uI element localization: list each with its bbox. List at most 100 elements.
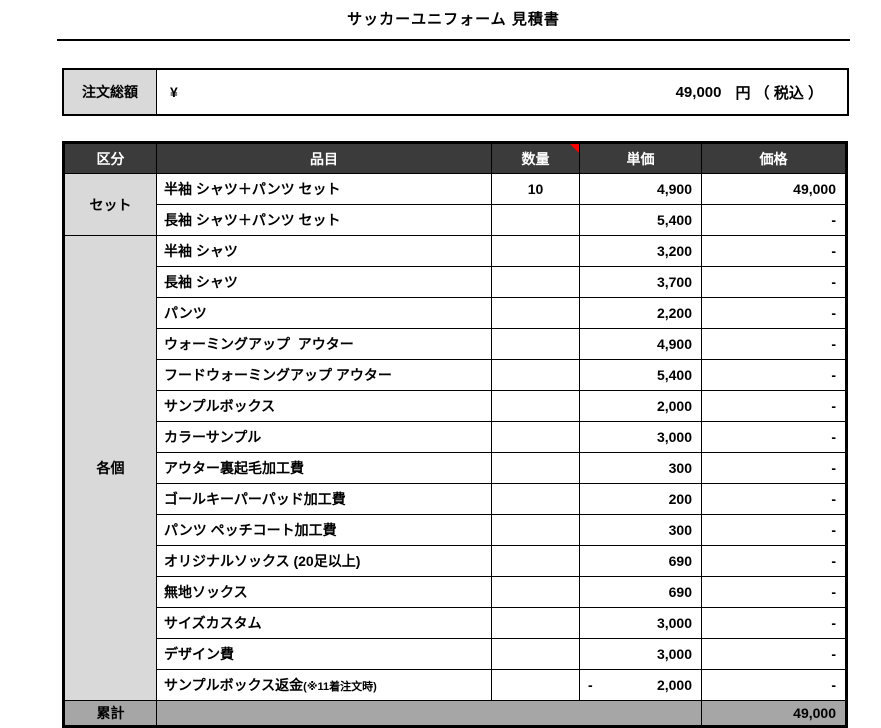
table-row: オリジナルソックス (20足以上) 690 -: [64, 545, 847, 577]
price-cell: -: [701, 235, 847, 267]
unit-price-cell: 2,000: [579, 390, 702, 422]
qty-cell: [491, 545, 580, 577]
table-row: サンプルボックス返金(※11着注文時) - 2,000 -: [64, 669, 847, 701]
price-cell: -: [701, 545, 847, 577]
price-cell: 49,000: [701, 173, 847, 205]
table-row: サイズカスタム 3,000 -: [64, 607, 847, 639]
quotation-document: サッカーユニフォーム 見積書 注文総額 ¥ 49,000 円 （ 税込 ） 区分…: [57, 0, 850, 728]
unit-price-cell: 3,000: [579, 421, 702, 453]
qty-cell: [491, 421, 580, 453]
header-qty: 数量: [491, 142, 580, 174]
qty-cell: [491, 514, 580, 546]
unit-price-cell: 690: [579, 576, 702, 608]
order-total-amount: 49,000: [675, 83, 722, 101]
price-cell: -: [701, 359, 847, 391]
category-cell-set: セット: [63, 173, 157, 236]
qty-cell: [491, 576, 580, 608]
qty-cell: [491, 390, 580, 422]
qty-cell: [491, 669, 580, 701]
item-cell: カラーサンプル: [156, 421, 492, 453]
table-row: 各個 半袖 シャツ 3,200 -: [63, 235, 847, 701]
table-row: 長袖 シャツ＋パンツ セット 5,400 -: [64, 204, 847, 236]
unit-price-cell: 3,700: [579, 266, 702, 298]
unit-price-cell: 5,400: [579, 359, 702, 391]
category-cell-individual: 各個: [63, 235, 157, 701]
table-row: ゴールキーパーパッド加工費 200 -: [64, 483, 847, 515]
item-cell: パンツ ペッチコート加工費: [156, 514, 492, 546]
qty-cell: [491, 266, 580, 298]
negative-amount: - 2,000: [581, 677, 692, 693]
unit-price-cell: 300: [579, 452, 702, 484]
item-cell: 半袖 シャツ＋パンツ セット: [156, 173, 492, 205]
price-cell: -: [701, 514, 847, 546]
item-cell: フードウォーミングアップ アウター: [156, 359, 492, 391]
qty-cell: [491, 452, 580, 484]
qty-cell: [491, 607, 580, 639]
item-cell: アウター裏起毛加工費: [156, 452, 492, 484]
header-qty-label: 数量: [521, 150, 550, 167]
item-cell: ウォーミングアップ アウター: [156, 328, 492, 360]
unit-price-cell: 3,200: [579, 235, 702, 267]
page-title: サッカーユニフォーム 見積書: [347, 11, 560, 28]
price-cell: -: [701, 483, 847, 515]
order-total-box: 注文総額 ¥ 49,000 円 （ 税込 ）: [62, 68, 849, 116]
item-cell: ゴールキーパーパッド加工費: [156, 483, 492, 515]
qty-cell: [491, 204, 580, 236]
unit-price-cell: 300: [579, 514, 702, 546]
qty-cell: [491, 235, 580, 267]
order-total-unit: 円 （ 税込 ）: [735, 84, 823, 102]
item-cell: 半袖 シャツ: [156, 235, 492, 267]
unit-price-cell: 3,000: [579, 638, 702, 670]
item-cell: 長袖 シャツ＋パンツ セット: [156, 204, 492, 236]
qty-cell: [491, 638, 580, 670]
unit-price-cell: - 2,000: [579, 669, 702, 701]
item-cell: 長袖 シャツ: [156, 266, 492, 298]
item-cell: サンプルボックス: [156, 390, 492, 422]
minus-sign: -: [588, 677, 593, 693]
header-item: 品目: [156, 142, 492, 174]
item-cell: デザイン費: [156, 638, 492, 670]
price-cell: -: [701, 576, 847, 608]
table-row: パンツ 2,200 -: [64, 297, 847, 329]
unit-price-cell: 4,900: [579, 328, 702, 360]
price-cell: -: [701, 204, 847, 236]
table-row: 無地ソックス 690 -: [64, 576, 847, 608]
unit-price-cell: 690: [579, 545, 702, 577]
qty-cell: [491, 359, 580, 391]
price-cell: -: [701, 390, 847, 422]
qty-cell: [491, 328, 580, 360]
unit-price-cell: 5,400: [579, 204, 702, 236]
table-header-row: 区分 品目 数量 単価 価格: [63, 142, 847, 174]
price-cell: -: [701, 266, 847, 298]
item-cell: 無地ソックス: [156, 576, 492, 608]
table-row: アウター裏起毛加工費 300 -: [64, 452, 847, 484]
order-total-label: 注文総額: [64, 70, 157, 114]
price-cell: -: [701, 452, 847, 484]
unit-price-cell: 2,200: [579, 297, 702, 329]
price-cell: -: [701, 328, 847, 360]
item-cell: オリジナルソックス (20足以上): [156, 545, 492, 577]
price-cell: -: [701, 669, 847, 701]
item-cell: サンプルボックス返金(※11着注文時): [156, 669, 492, 701]
table-row: デザイン費 3,000 -: [64, 638, 847, 670]
table-row: ウォーミングアップ アウター 4,900 -: [64, 328, 847, 360]
price-cell: -: [701, 297, 847, 329]
qty-cell: [491, 483, 580, 515]
unit-price-value: 2,000: [656, 677, 692, 693]
table-row: カラーサンプル 3,000 -: [64, 421, 847, 453]
table-row: セット 半袖 シャツ＋パンツ セット 10 4,900 49,000: [63, 173, 847, 236]
item-note: (※11着注文時): [303, 681, 377, 693]
qty-cell: [491, 297, 580, 329]
item-cell: サイズカスタム: [156, 607, 492, 639]
table-row: 長袖 シャツ 3,700 -: [64, 266, 847, 298]
price-cell: -: [701, 421, 847, 453]
title-divider: [57, 39, 850, 41]
qty-cell: 10: [491, 173, 580, 205]
quotation-table: 区分 品目 数量 単価 価格 セット 半袖 シャツ＋パンツ セット 10 4,9…: [62, 141, 848, 728]
comment-marker-icon: [570, 144, 579, 153]
currency-symbol: ¥: [170, 84, 178, 100]
price-cell: -: [701, 607, 847, 639]
header-unit-price: 単価: [579, 142, 702, 174]
item-label: サンプルボックス返金: [164, 677, 304, 693]
item-cell: パンツ: [156, 297, 492, 329]
